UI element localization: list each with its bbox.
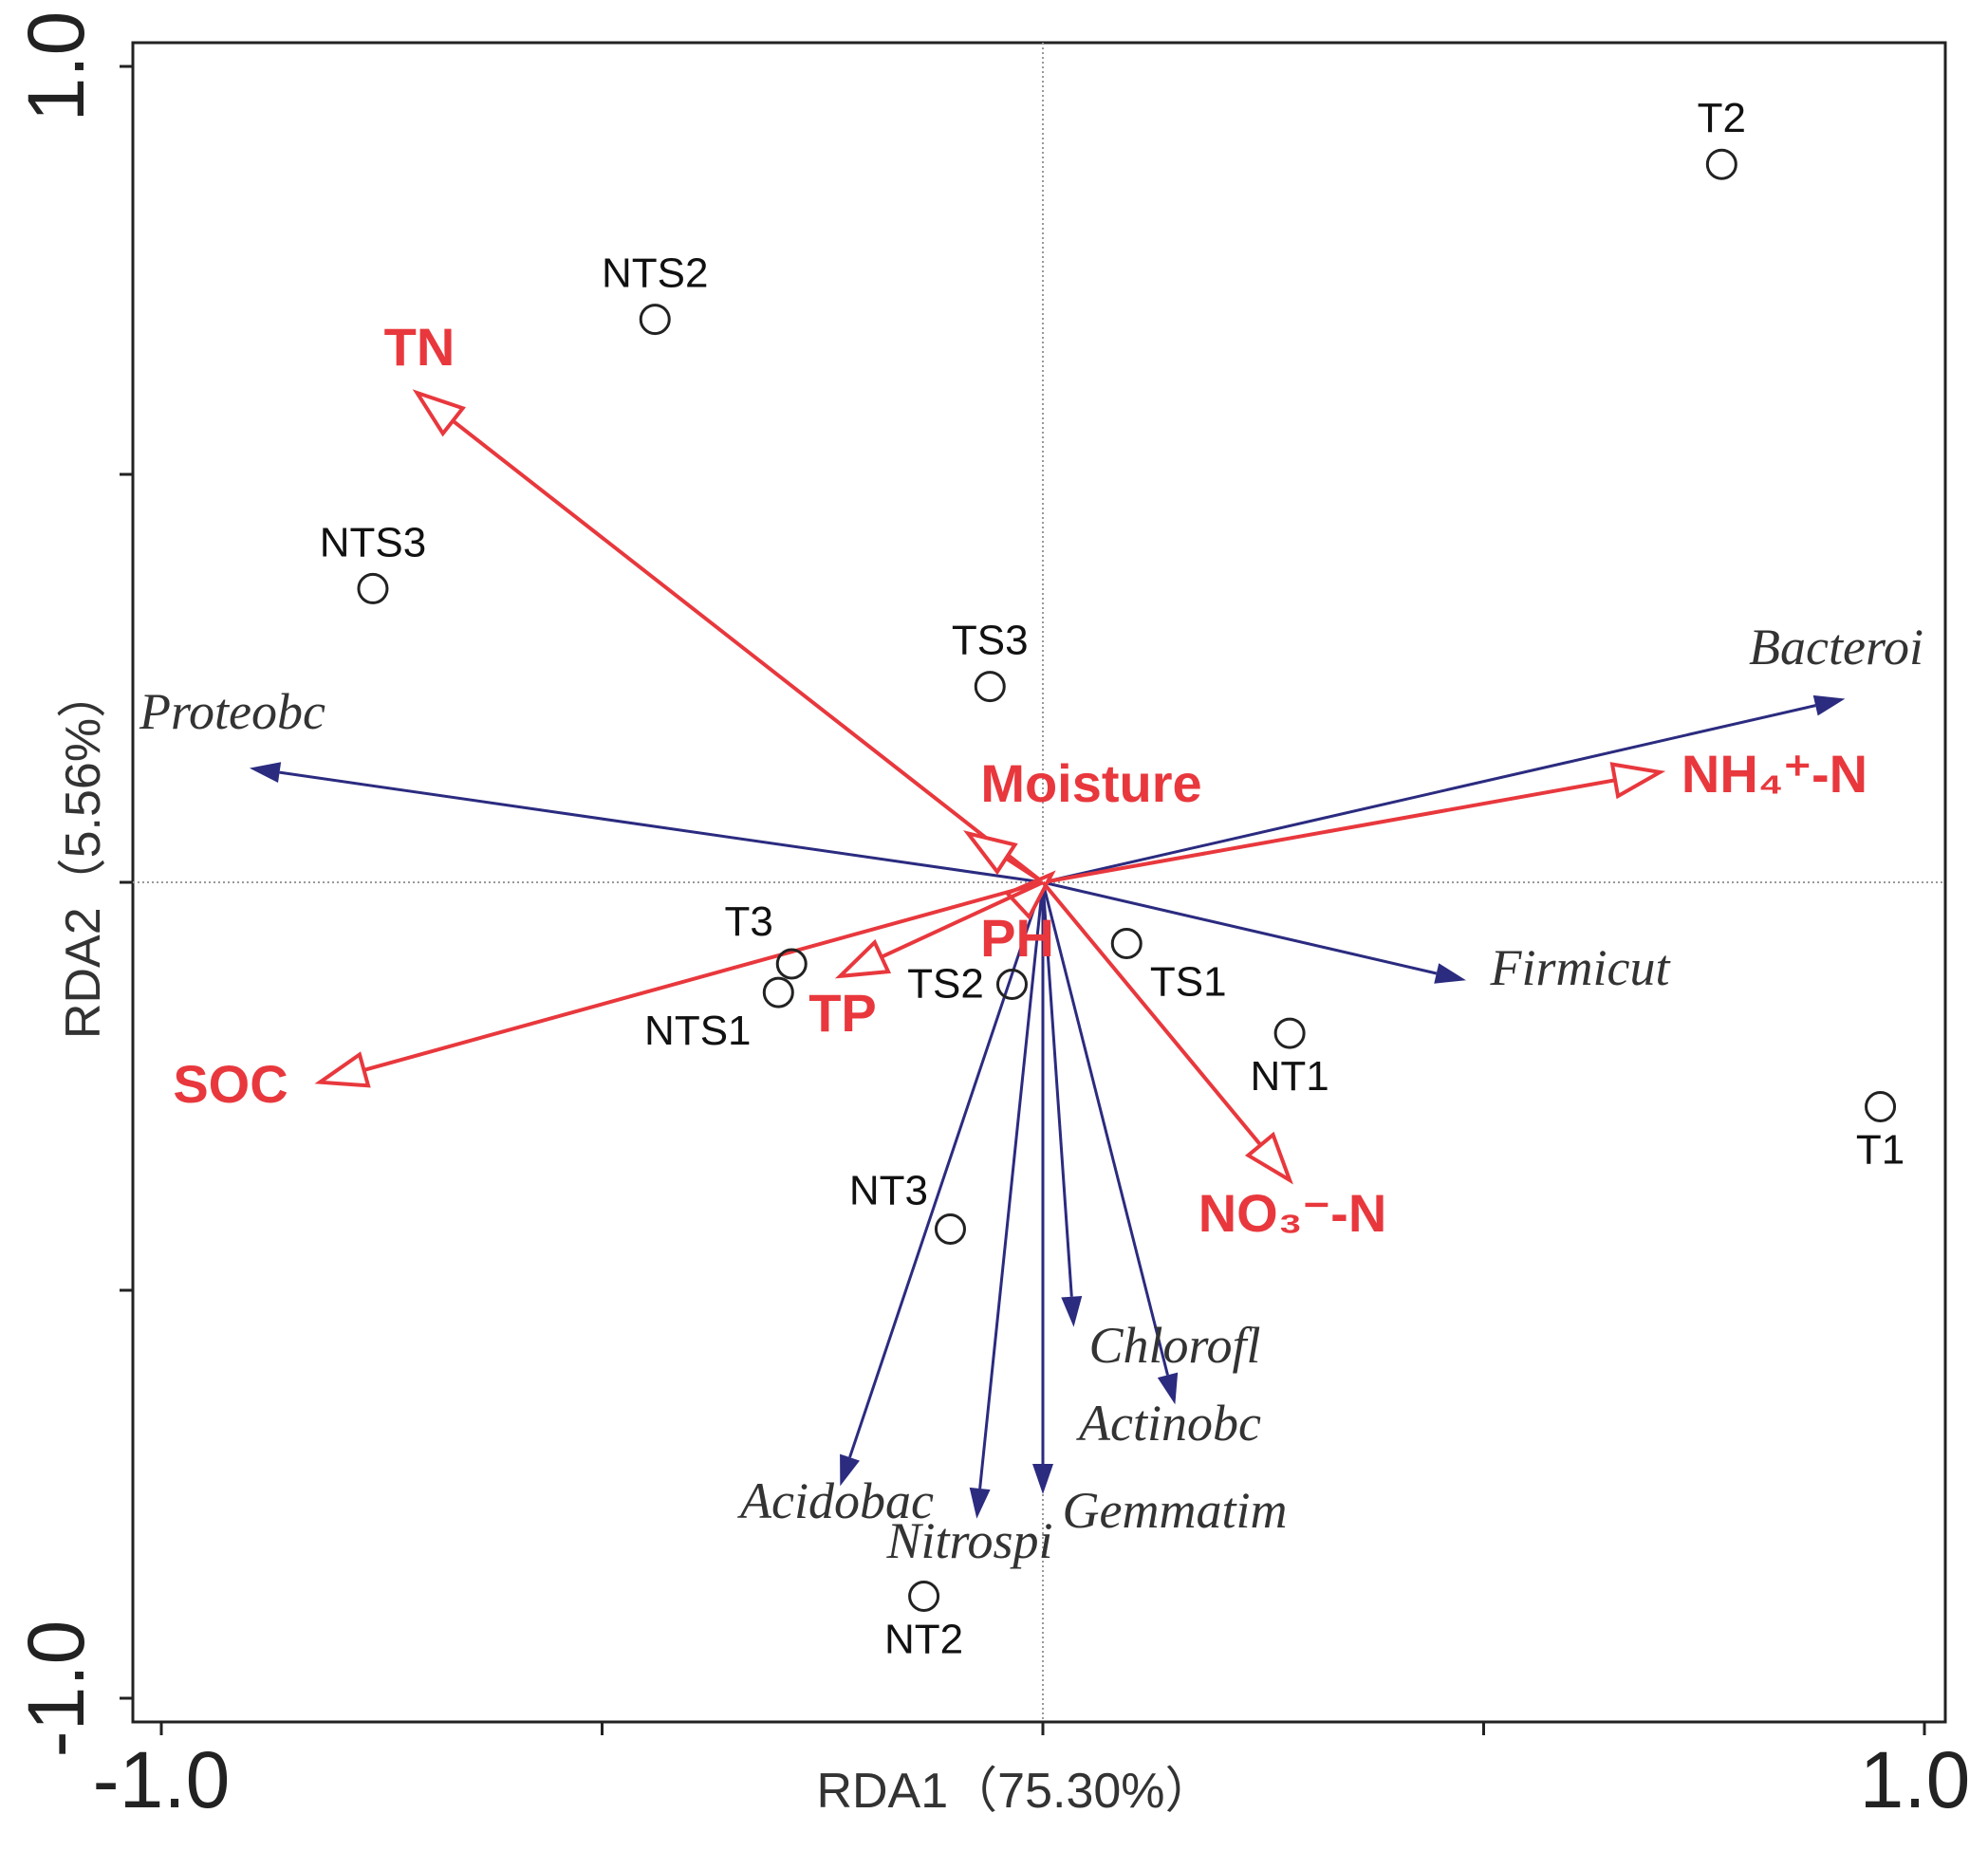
site-point-nt1 <box>1273 1017 1306 1049</box>
env-arrow-soc <box>362 880 1044 1072</box>
x-tick-label-max: 1.0 <box>1860 1735 1971 1824</box>
env-arrow-tn <box>451 419 1045 884</box>
species-arrow-chlorofl <box>1041 881 1073 1297</box>
species-arrowhead-chlorofl <box>1061 1296 1083 1327</box>
env-arrowhead-soc <box>314 1051 371 1088</box>
site-point-ts2 <box>995 969 1028 1000</box>
env-label-no3minus-n: NO₃⁻-N <box>1198 1183 1387 1243</box>
site-label-ts3: TS3 <box>952 618 1029 664</box>
species-label-bacteroi: Bacteroi <box>1749 619 1923 675</box>
site-label-nts3: NTS3 <box>320 519 426 565</box>
species-arrowhead-firmicut <box>1434 963 1466 984</box>
species-arrowhead-proteobc <box>249 762 282 784</box>
env-arrowhead-moisture <box>963 830 1018 876</box>
env-label-ph: PH <box>980 908 1054 968</box>
species-label-firmicut: Firmicut <box>1490 939 1672 996</box>
species-arrow-nitrospi <box>978 881 1045 1490</box>
site-point-ts1 <box>1110 928 1143 959</box>
species-label-proteobc: Proteobc <box>139 683 325 740</box>
env-label-soc: SOC <box>173 1054 288 1114</box>
site-label-nt1: NT1 <box>1251 1053 1329 1100</box>
y-axis-title: RDA2（5.56%） <box>56 669 111 1039</box>
site-point-nt3 <box>934 1213 966 1245</box>
env-label-nh4plus-n: NH₄⁺-N <box>1681 744 1867 804</box>
species-label-gemmatim: Gemmatim <box>1063 1482 1288 1539</box>
site-label-t1: T1 <box>1856 1127 1904 1174</box>
species-arrow-bacteroi <box>1042 704 1816 884</box>
env-arrowhead-nh4plus-n <box>1609 762 1666 800</box>
site-point-nts1 <box>762 976 794 1009</box>
species-arrow-firmicut <box>1042 880 1438 975</box>
site-point-nts2 <box>639 304 671 336</box>
site-label-t3: T3 <box>725 898 773 945</box>
site-point-ts3 <box>974 671 1006 703</box>
species-arrowhead-nitrospi <box>969 1487 991 1519</box>
y-tick-label-min: -1.0 <box>11 1620 101 1758</box>
site-label-ts1: TS1 <box>1150 959 1227 1006</box>
species-arrow-proteobc <box>279 770 1044 884</box>
species-arrowhead-gemmatim <box>1032 1464 1053 1494</box>
species-label-nitrospi: Nitrospi <box>885 1512 1052 1569</box>
species-label-acidobac: Acidobac <box>737 1472 934 1529</box>
env-label-moisture: Moisture <box>980 753 1201 813</box>
species-arrow-actinobc <box>1041 881 1169 1376</box>
site-label-nts1: NTS1 <box>644 1008 751 1054</box>
species-arrowhead-acidobac <box>840 1453 860 1487</box>
site-label-nts2: NTS2 <box>602 250 708 297</box>
env-arrowhead-tp <box>834 938 892 979</box>
env-arrow-nh4plus-n <box>1042 778 1616 884</box>
env-arrowhead-tn <box>412 389 467 437</box>
site-label-nt3: NT3 <box>849 1168 928 1214</box>
species-label-chlorofl: Chlorofl <box>1088 1317 1260 1374</box>
site-point-t2 <box>1705 148 1737 180</box>
species-arrowhead-bacteroi <box>1812 694 1846 716</box>
env-label-tp: TP <box>808 983 877 1043</box>
site-point-t3 <box>775 948 808 980</box>
env-arrow-no3minus-n <box>1041 880 1263 1147</box>
env-arrow-moisture <box>1005 856 1045 884</box>
site-label-nt2: NT2 <box>884 1617 963 1663</box>
site-point-t1 <box>1865 1091 1897 1122</box>
x-tick-label-min: -1.0 <box>93 1735 231 1824</box>
env-label-tn: TN <box>384 317 455 377</box>
site-point-nt2 <box>908 1581 940 1612</box>
species-arrow-acidobac <box>848 881 1045 1458</box>
site-label-ts2: TS2 <box>907 961 984 1008</box>
env-arrow-tp <box>881 880 1044 959</box>
species-label-actinobc: Actinobc <box>1076 1395 1261 1452</box>
env-arrowhead-no3minus-n <box>1244 1131 1293 1185</box>
site-label-t2: T2 <box>1698 95 1746 141</box>
site-point-nts3 <box>357 572 389 604</box>
y-tick-label-max: 1.0 <box>11 11 101 122</box>
species-arrowhead-actinobc <box>1157 1372 1179 1405</box>
x-axis-title: RDA1（75.30%） <box>816 1764 1214 1819</box>
